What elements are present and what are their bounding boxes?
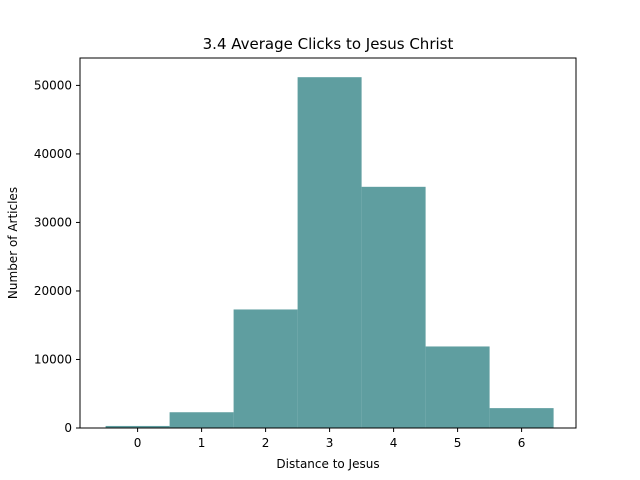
bar-2 bbox=[233, 309, 298, 428]
y-axis-ticks: 0 10000 20000 30000 40000 50000 bbox=[34, 78, 80, 435]
y-tick-label: 30000 bbox=[34, 215, 72, 229]
x-tick-label: 4 bbox=[390, 436, 398, 450]
bar-1 bbox=[169, 412, 234, 428]
x-tick-label: 3 bbox=[326, 436, 334, 450]
bar-6 bbox=[489, 408, 554, 428]
plot-frame bbox=[79, 57, 577, 429]
y-tick-label: 0 bbox=[64, 421, 72, 435]
x-tick-label: 0 bbox=[134, 436, 142, 450]
bar-3 bbox=[297, 77, 362, 429]
y-axis-label: Number of Articles bbox=[6, 187, 20, 299]
bar-5 bbox=[425, 346, 490, 428]
chart-title: 3.4 Average Clicks to Jesus Christ bbox=[203, 35, 454, 53]
x-tick-label: 6 bbox=[518, 436, 526, 450]
x-axis-label: Distance to Jesus bbox=[276, 457, 379, 471]
x-axis-ticks: 0 1 2 3 4 5 6 bbox=[134, 428, 526, 450]
bar-0 bbox=[105, 425, 170, 428]
x-tick-label: 1 bbox=[198, 436, 206, 450]
y-tick-label: 10000 bbox=[34, 352, 72, 366]
y-tick-label: 40000 bbox=[34, 147, 72, 161]
x-tick-label: 5 bbox=[454, 436, 462, 450]
bar-4 bbox=[361, 186, 426, 428]
y-tick-label: 20000 bbox=[34, 284, 72, 298]
x-tick-label: 2 bbox=[262, 436, 270, 450]
y-tick-label: 50000 bbox=[34, 78, 72, 92]
bars-group bbox=[105, 77, 554, 429]
